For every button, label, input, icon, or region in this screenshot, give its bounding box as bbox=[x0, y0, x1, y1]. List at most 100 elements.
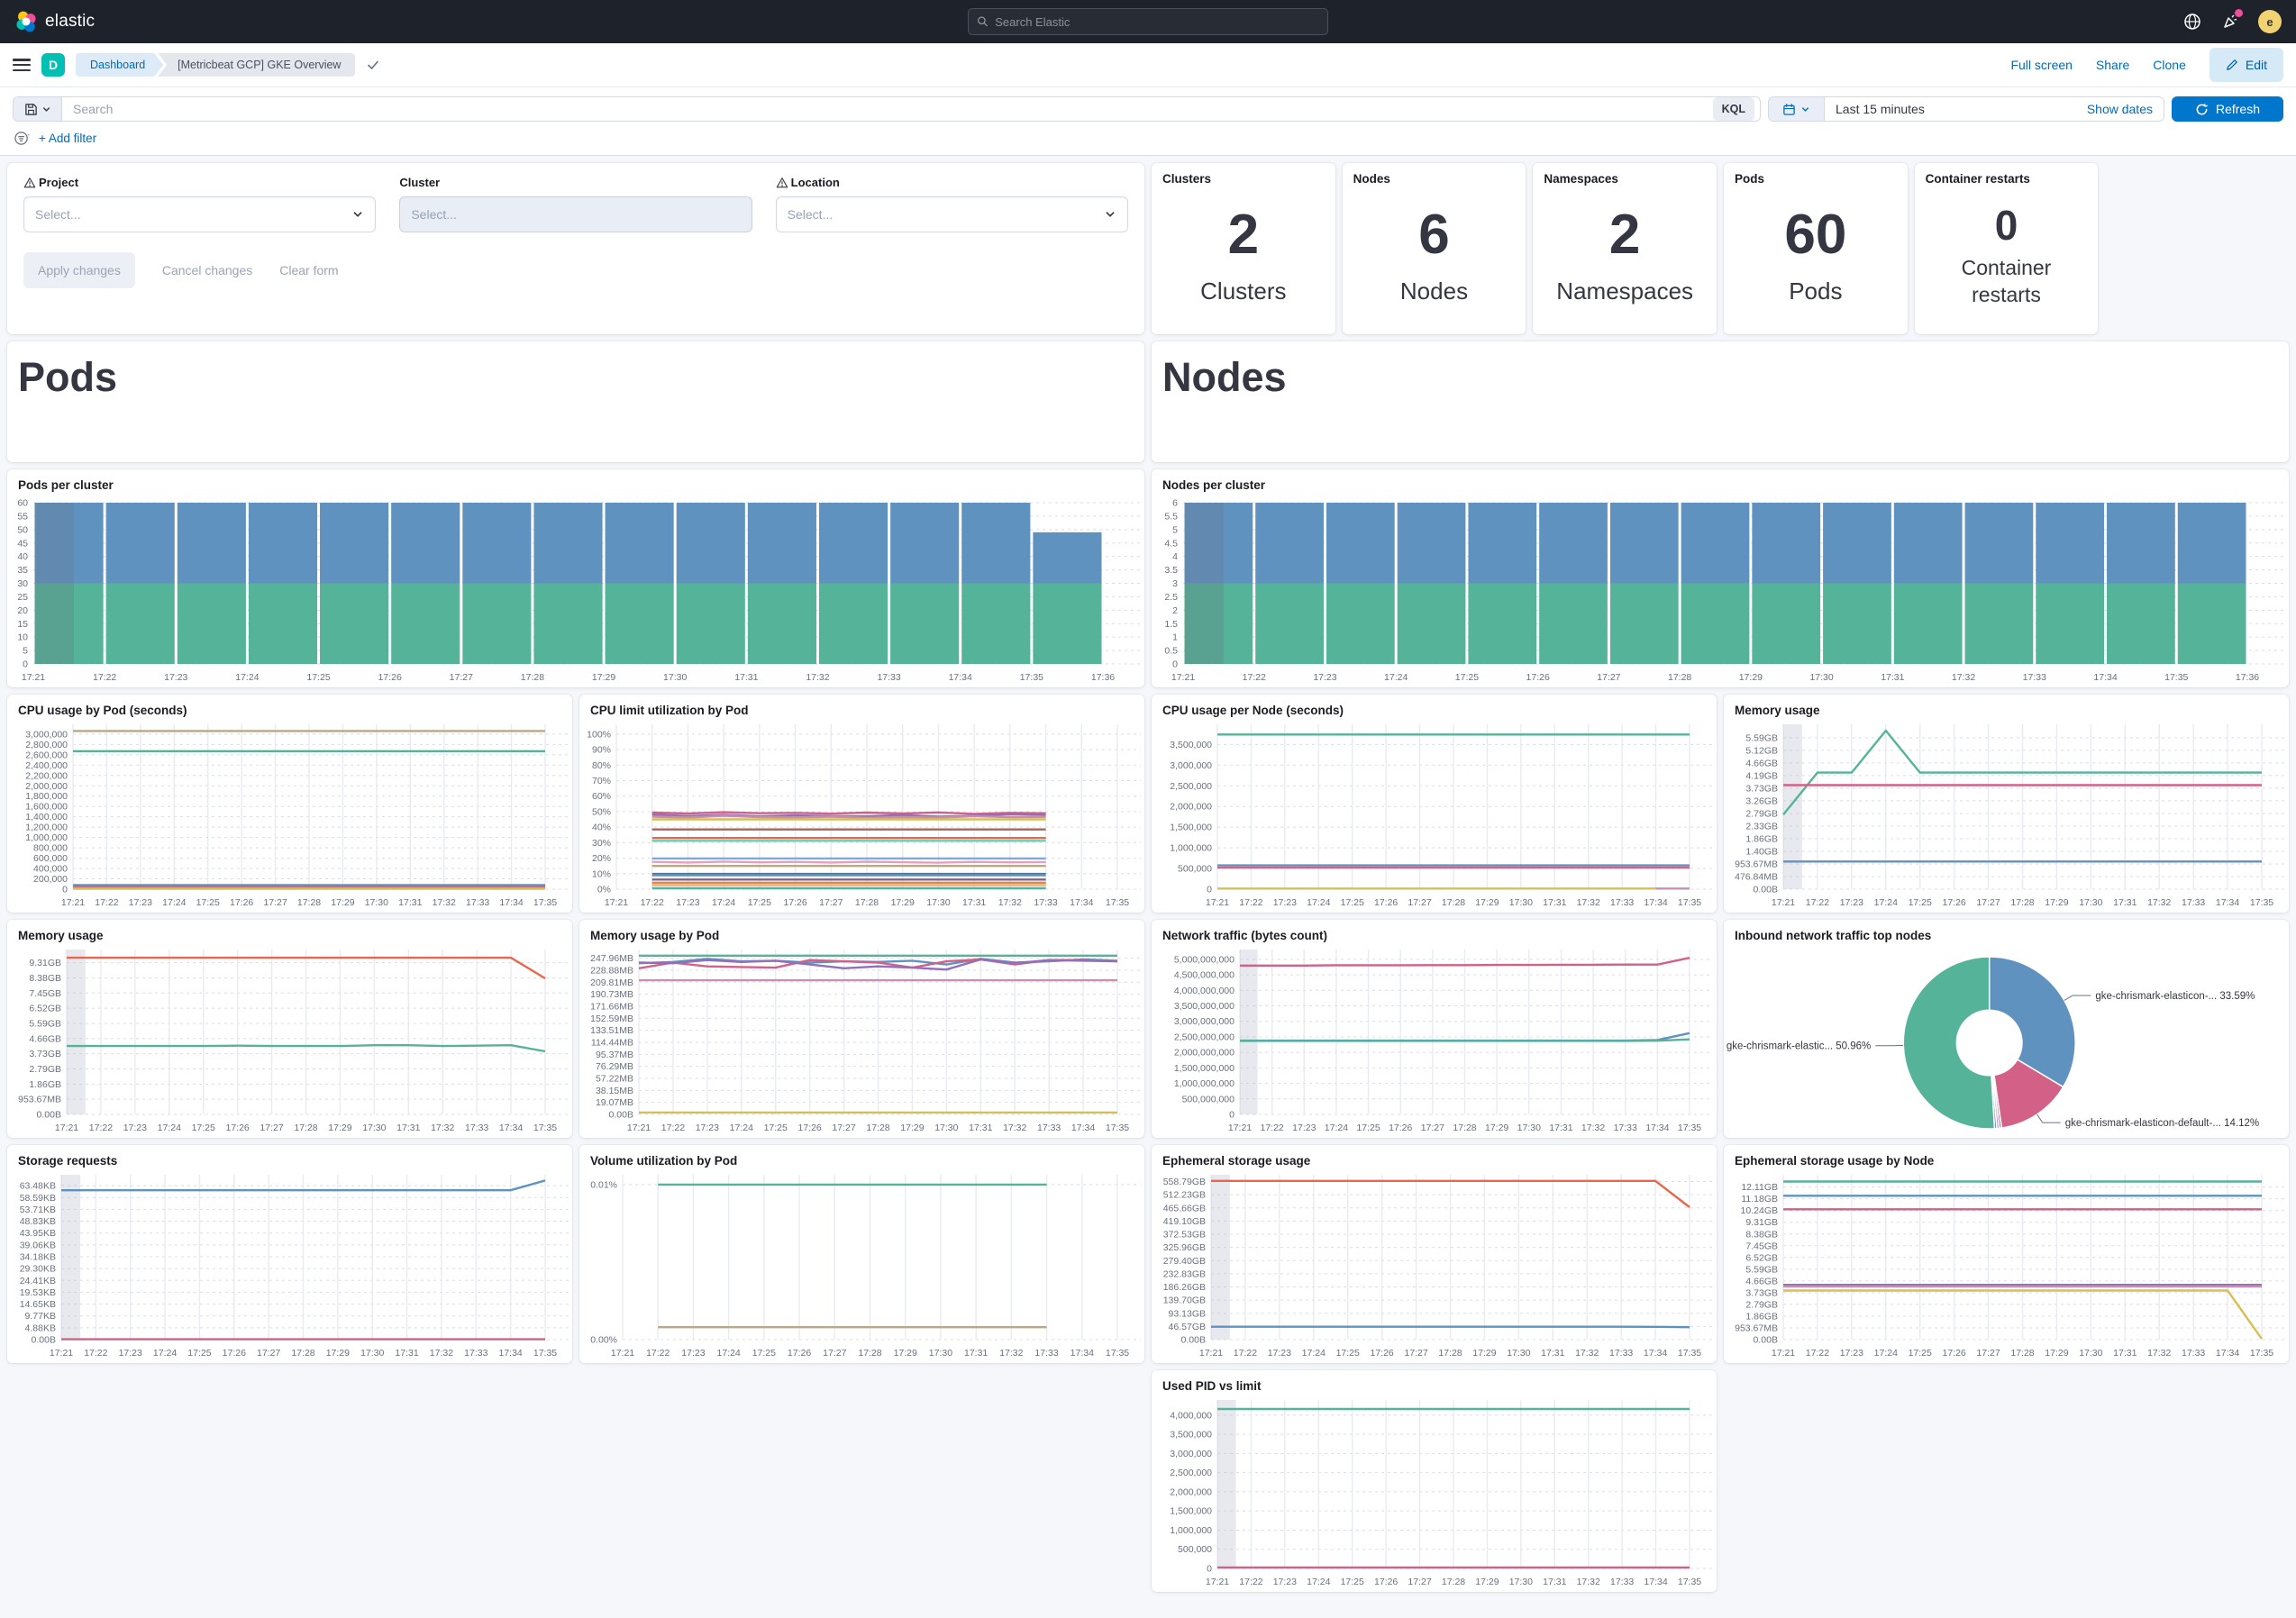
svg-text:17:27: 17:27 bbox=[1404, 1348, 1427, 1359]
svg-text:17:26: 17:26 bbox=[1371, 1348, 1394, 1359]
svg-text:17:28: 17:28 bbox=[2010, 1348, 2034, 1359]
svg-text:17:28: 17:28 bbox=[294, 1123, 317, 1133]
svg-text:14.65KB: 14.65KB bbox=[20, 1299, 56, 1310]
svg-text:17:26: 17:26 bbox=[223, 1348, 246, 1359]
global-search-input[interactable] bbox=[995, 14, 1319, 29]
svg-text:17:27: 17:27 bbox=[1976, 1348, 2000, 1359]
kql-badge[interactable]: KQL bbox=[1712, 97, 1754, 121]
svg-text:10%: 10% bbox=[592, 868, 611, 879]
volume-utilization-chart[interactable]: 0.00% 0.01% 17:21 17:22 17:23 17:24 17:25 17:26… bbox=[579, 1169, 1144, 1363]
inbound-network-traffic-donut[interactable]: gke-chrismark-elasticon-... 33.59% gke-ch… bbox=[1724, 944, 2289, 1138]
svg-text:17:29: 17:29 bbox=[1475, 897, 1499, 908]
storage-requests-chart[interactable]: 0.00B 4.88KB 9.77KB 14.65KB 19.53KB 24.41KB 29… bbox=[7, 1169, 572, 1363]
svg-text:17:21: 17:21 bbox=[1206, 897, 1229, 908]
svg-text:1: 1 bbox=[1172, 632, 1178, 643]
full-screen-link[interactable]: Full screen bbox=[2010, 58, 2073, 72]
time-range-picker: Last 15 minutes Show dates bbox=[1768, 96, 2164, 122]
share-link[interactable]: Share bbox=[2095, 58, 2130, 72]
ephemeral-storage-usage-chart[interactable]: 0.00B 46.57GB 93.13GB 139.70GB 186.26GB 232.8… bbox=[1152, 1169, 1717, 1363]
svg-text:17:21: 17:21 bbox=[611, 1348, 634, 1359]
svg-text:17:26: 17:26 bbox=[798, 1123, 822, 1133]
svg-text:17:29: 17:29 bbox=[592, 672, 615, 683]
nodes-section-heading: Nodes bbox=[1162, 354, 1287, 400]
cancel-changes-button[interactable]: Cancel changes bbox=[161, 263, 253, 277]
svg-text:29.30KB: 29.30KB bbox=[20, 1264, 56, 1275]
global-search[interactable] bbox=[968, 8, 1328, 35]
svg-text:17:25: 17:25 bbox=[764, 1123, 788, 1133]
svg-text:58.59KB: 58.59KB bbox=[20, 1193, 56, 1204]
memory-usage-nodes-chart[interactable]: 0.00B 476.84MB 953.67MB 1.40GB 1.86GB 2.33GB 2… bbox=[1724, 719, 2289, 913]
svg-text:17:24: 17:24 bbox=[1302, 1348, 1326, 1359]
svg-text:17:25: 17:25 bbox=[306, 672, 330, 683]
ephemeral-storage-by-node-chart[interactable]: 0.00B 953.67MB 1.86GB 2.79GB 3.73GB 4.66GB 5.5… bbox=[1724, 1169, 2289, 1363]
user-avatar[interactable]: e bbox=[2258, 10, 2282, 33]
svg-text:17:22: 17:22 bbox=[1806, 897, 1829, 908]
search-input[interactable] bbox=[62, 102, 1713, 116]
svg-text:10.24GB: 10.24GB bbox=[1741, 1205, 1778, 1216]
svg-text:17:32: 17:32 bbox=[2147, 897, 2171, 908]
svg-text:17:33: 17:33 bbox=[1610, 897, 1634, 908]
svg-text:17:28: 17:28 bbox=[1438, 1348, 1462, 1359]
svg-text:17:35: 17:35 bbox=[533, 1123, 557, 1133]
svg-text:17:26: 17:26 bbox=[783, 897, 806, 908]
pods-per-cluster-chart[interactable]: 0 5 10 15 20 25 30 35 40 45 50 55 60 17:21 17:22 17:23 1… bbox=[7, 494, 1144, 687]
svg-text:600,000: 600,000 bbox=[33, 853, 68, 864]
calendar-menu[interactable] bbox=[1769, 97, 1825, 121]
svg-text:17:28: 17:28 bbox=[1442, 897, 1465, 908]
add-filter-link[interactable]: + Add filter bbox=[39, 132, 97, 145]
svg-text:30: 30 bbox=[17, 578, 28, 589]
breadcrumb-dashboard[interactable]: Dashboard bbox=[76, 53, 163, 77]
show-dates-link[interactable]: Show dates bbox=[2086, 102, 2153, 116]
svg-text:500,000: 500,000 bbox=[1178, 1544, 1212, 1555]
svg-text:17:22: 17:22 bbox=[1234, 1348, 1257, 1359]
svg-text:17:29: 17:29 bbox=[891, 897, 915, 908]
container-restarts-value: 0 bbox=[1994, 202, 2018, 250]
svg-text:17:29: 17:29 bbox=[1739, 672, 1763, 683]
svg-text:200,000: 200,000 bbox=[33, 874, 68, 885]
clear-form-button[interactable]: Clear form bbox=[279, 263, 339, 277]
cpu-limit-utilization-chart[interactable]: 0% 10% 20% 30% 40% 50% 60% 70% 80% 90% 100% 17:21 17… bbox=[579, 719, 1144, 913]
svg-text:17:26: 17:26 bbox=[1943, 1348, 1966, 1359]
cpu-usage-by-pod-chart[interactable]: 0 200,000 400,000 600,000 800,000 1,000,000 1,… bbox=[7, 719, 572, 913]
used-pid-chart[interactable]: 0 500,000 1,000,000 1,500,000 2,000,000 2,500… bbox=[1152, 1395, 1717, 1592]
svg-text:5: 5 bbox=[23, 646, 28, 657]
svg-text:gke-chrismark-elasticon-... 3: gke-chrismark-elasticon-... 33.59% bbox=[2095, 991, 2255, 1002]
notifications-icon[interactable] bbox=[2220, 9, 2243, 32]
network-traffic-chart[interactable]: 0 500,000,000 1,000,000,000 1,500,000,000 2,… bbox=[1152, 944, 1717, 1138]
refresh-button[interactable]: Refresh bbox=[2172, 96, 2283, 122]
svg-text:17:34: 17:34 bbox=[499, 897, 523, 908]
location-select[interactable]: Select... bbox=[775, 196, 1128, 232]
filter-icon[interactable] bbox=[14, 131, 30, 146]
cpu-usage-per-node-chart[interactable]: 0 500,000 1,000,000 1,500,000 2,000,000 2,500… bbox=[1152, 719, 1717, 913]
svg-text:17:23: 17:23 bbox=[696, 1123, 719, 1133]
memory-usage-by-pod-chart[interactable]: 0.00B 19.07MB 38.15MB 57.22MB 76.29MB 95.37MB… bbox=[579, 944, 1144, 1138]
project-select[interactable]: Select... bbox=[23, 196, 377, 232]
cluster-select[interactable]: Select... bbox=[399, 196, 752, 232]
nodes-per-cluster-chart[interactable]: 0 0.5 1 1.5 2 2.5 3 3.5 4 4.5 5 5.5 6 17:21 17:22 17:23… bbox=[1152, 494, 2289, 687]
svg-text:5.5: 5.5 bbox=[1164, 511, 1178, 522]
edit-button[interactable]: Edit bbox=[2209, 48, 2283, 82]
svg-text:171.66MB: 171.66MB bbox=[590, 1001, 633, 1012]
svg-text:17:31: 17:31 bbox=[396, 1123, 420, 1133]
svg-text:17:25: 17:25 bbox=[1356, 1123, 1380, 1133]
svg-text:5.59GB: 5.59GB bbox=[1745, 732, 1778, 743]
svg-text:63.48KB: 63.48KB bbox=[20, 1181, 56, 1192]
svg-text:17:25: 17:25 bbox=[196, 897, 220, 908]
clone-link[interactable]: Clone bbox=[2153, 58, 2186, 72]
svg-text:4,000,000,000: 4,000,000,000 bbox=[1174, 986, 1235, 996]
menu-icon[interactable] bbox=[13, 59, 31, 71]
help-icon[interactable] bbox=[2182, 12, 2202, 32]
svg-text:2.79GB: 2.79GB bbox=[1745, 808, 1778, 819]
svg-text:70%: 70% bbox=[592, 776, 611, 786]
query-bar: KQL Last 15 minutes Show dates bbox=[0, 86, 2296, 156]
apply-changes-button[interactable]: Apply changes bbox=[23, 252, 135, 288]
svg-text:17:22: 17:22 bbox=[84, 1348, 107, 1359]
elastic-logo[interactable]: elastic bbox=[14, 10, 95, 33]
memory-usage-pods-chart[interactable]: 0.00B 953.67MB 1.86GB 2.79GB 3.73GB 4.66GB 5.5… bbox=[7, 944, 572, 1138]
svg-text:17:26: 17:26 bbox=[378, 672, 402, 683]
svg-text:17:23: 17:23 bbox=[676, 897, 699, 908]
time-range-value[interactable]: Last 15 minutes bbox=[1836, 102, 1925, 116]
saved-query-menu[interactable] bbox=[14, 97, 62, 121]
svg-text:17:23: 17:23 bbox=[119, 1348, 142, 1359]
svg-text:17:30: 17:30 bbox=[663, 672, 687, 683]
